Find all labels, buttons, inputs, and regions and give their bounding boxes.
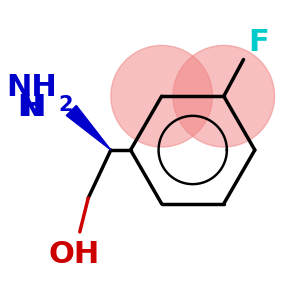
Text: N: N (18, 93, 43, 122)
Text: NH: NH (6, 73, 57, 102)
Text: 2: 2 (58, 95, 73, 115)
Text: H: H (20, 93, 46, 122)
Text: F: F (248, 28, 268, 57)
Polygon shape (66, 106, 111, 150)
Circle shape (111, 45, 212, 147)
Circle shape (173, 45, 274, 147)
Text: OH: OH (49, 240, 100, 269)
